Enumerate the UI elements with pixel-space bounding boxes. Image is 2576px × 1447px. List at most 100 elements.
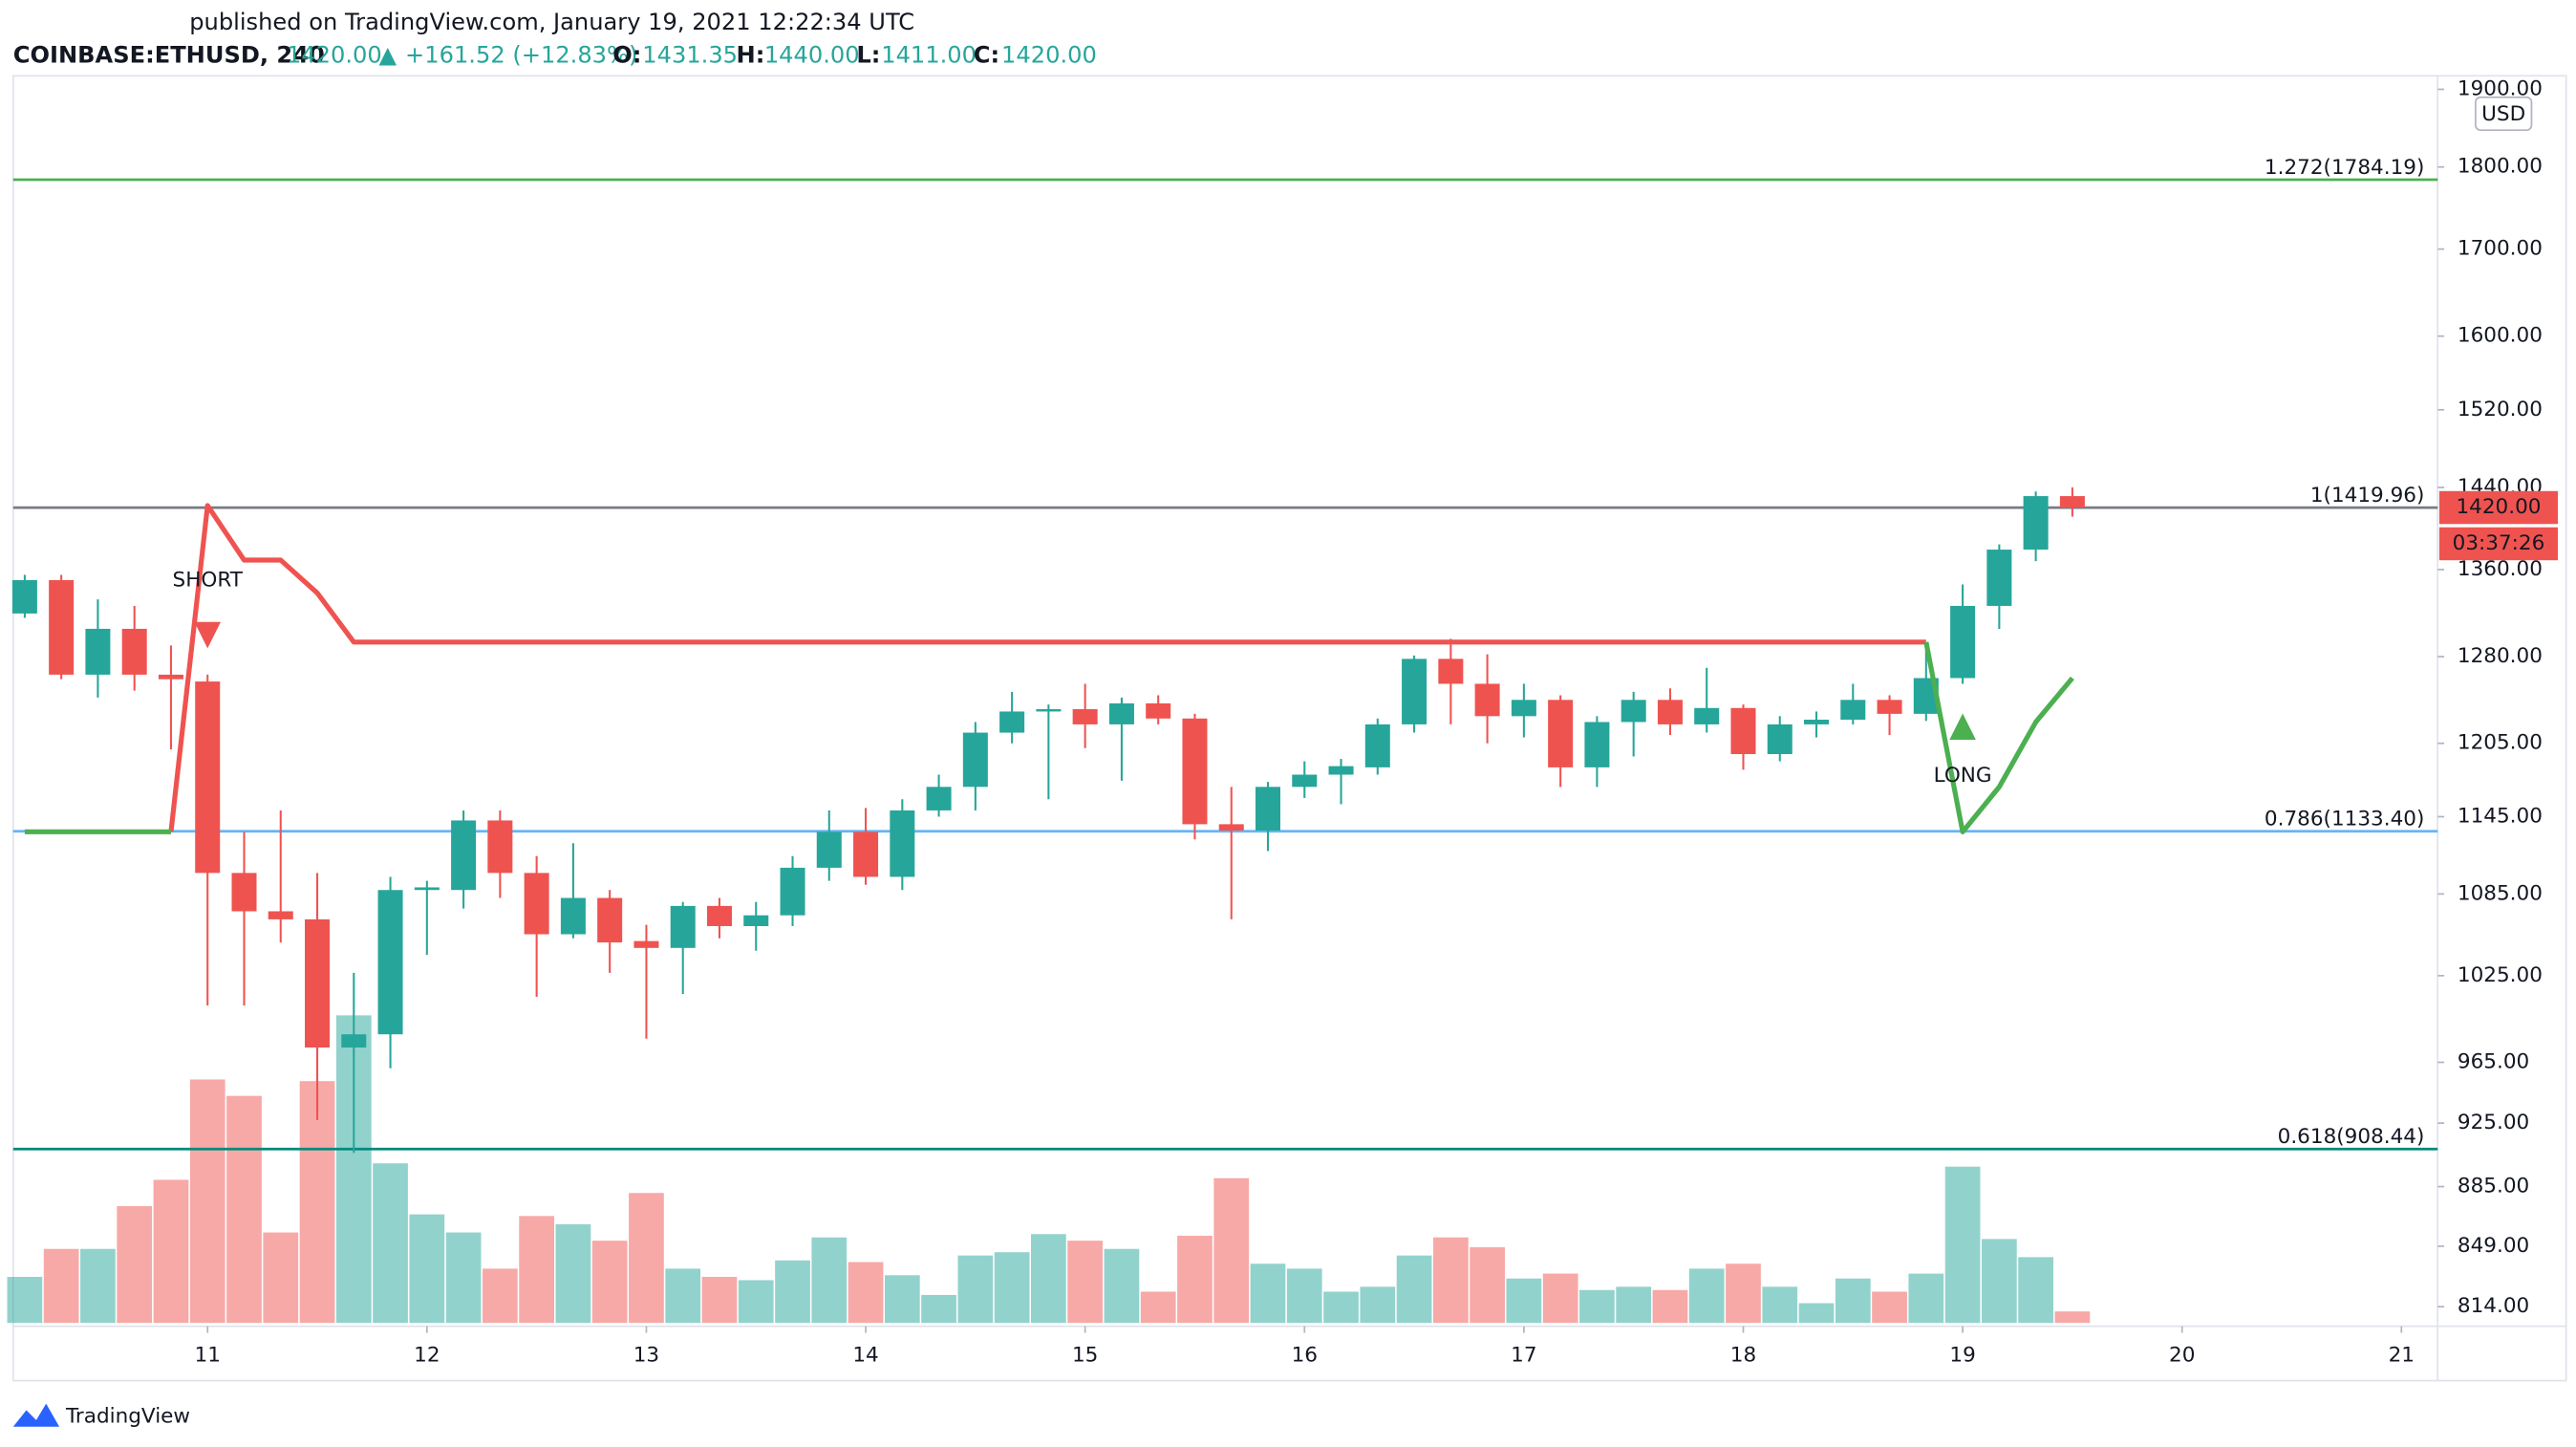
y-tick-label: 1280.00 xyxy=(2458,644,2543,668)
y-tick-label: 1800.00 xyxy=(2458,155,2543,179)
volume-bar xyxy=(263,1232,299,1324)
candle-body xyxy=(487,820,513,874)
x-tick-label: 11 xyxy=(195,1344,221,1368)
volume-bar xyxy=(1762,1286,1798,1324)
volume-bar xyxy=(921,1294,956,1324)
volume-bar xyxy=(811,1237,848,1324)
volume-bar xyxy=(994,1252,1030,1324)
fib-level-label: 1.272(1784.19) xyxy=(2265,156,2424,180)
volume-bar xyxy=(2054,1311,2091,1324)
candle-body xyxy=(377,890,403,1035)
volume-bar xyxy=(1470,1247,1505,1324)
x-tick-label: 19 xyxy=(1949,1344,1975,1368)
candle-body xyxy=(1364,724,1390,767)
volume-bar xyxy=(1396,1255,1432,1324)
y-tick-label: 1025.00 xyxy=(2458,963,2543,987)
candle-body xyxy=(780,867,805,916)
volume-bar xyxy=(445,1232,482,1324)
volume-bar xyxy=(1360,1286,1396,1324)
candle-body xyxy=(1474,683,1500,717)
low-value: 1411.00 xyxy=(881,42,977,69)
volume-bar xyxy=(1652,1289,1688,1324)
candle-body xyxy=(560,897,586,935)
brand-logo: TradingView xyxy=(12,1403,190,1428)
brand-name: TradingView xyxy=(65,1404,190,1428)
y-tick-label: 1600.00 xyxy=(2458,324,2543,348)
candle-body xyxy=(999,711,1025,733)
price-tag-label: 1420.00 xyxy=(2456,495,2541,519)
volume-bar xyxy=(1616,1286,1652,1324)
candle-body xyxy=(341,1034,367,1048)
close-label: C: xyxy=(974,42,999,69)
candle-body xyxy=(1036,709,1062,712)
open-value: 1431.35 xyxy=(642,42,738,69)
x-tick-label: 18 xyxy=(1730,1344,1756,1368)
volume-bar xyxy=(1177,1235,1213,1324)
candle-body xyxy=(926,787,952,810)
volume-bar xyxy=(1872,1291,1907,1324)
candle-body xyxy=(1182,718,1208,825)
y-tick-label: 1205.00 xyxy=(2458,731,2543,755)
x-tick-label: 16 xyxy=(1292,1344,1318,1368)
volume-bar xyxy=(555,1223,591,1324)
candle-body xyxy=(743,915,769,926)
y-tick-label: 1085.00 xyxy=(2458,881,2543,905)
volume-bar xyxy=(1835,1278,1871,1324)
volume-bar xyxy=(43,1248,79,1324)
x-tick-label: 15 xyxy=(1072,1344,1098,1368)
candle-body xyxy=(1840,700,1866,721)
high-label: H: xyxy=(737,42,765,69)
symbol: COINBASE:ETHUSD, 240 xyxy=(13,42,325,69)
signal-arrow xyxy=(194,621,222,649)
y-tick-label: 925.00 xyxy=(2458,1111,2529,1134)
currency-box[interactable] xyxy=(2474,96,2533,132)
chart-frame xyxy=(11,75,2567,1382)
candle-body xyxy=(305,918,331,1048)
candle-body xyxy=(670,905,696,948)
candle-body xyxy=(451,820,477,891)
candle-body xyxy=(1146,702,1171,719)
candle-body xyxy=(268,911,293,919)
candle-body xyxy=(121,628,147,675)
volume-bar xyxy=(1286,1268,1322,1324)
candle-body xyxy=(2023,496,2049,551)
candle-body xyxy=(158,674,183,680)
candle-body xyxy=(1218,824,1244,831)
volume-bar xyxy=(189,1079,225,1324)
published-note: published on TradingView.com, January 19… xyxy=(189,9,914,35)
candle-body xyxy=(1292,774,1318,788)
change-arrow: ▲ xyxy=(378,42,397,69)
candle-body xyxy=(1621,700,1646,723)
volume-bar xyxy=(117,1205,153,1324)
volume-bar xyxy=(1798,1303,1835,1324)
candle-body xyxy=(1694,707,1720,724)
volume-bar xyxy=(1140,1291,1176,1324)
candle-body xyxy=(1108,702,1134,724)
volume-bar xyxy=(1579,1289,1615,1324)
price-tag xyxy=(2438,490,2559,525)
volume-bar xyxy=(1982,1239,2017,1324)
candle-body xyxy=(816,831,842,868)
countdown-label: 03:37:26 xyxy=(2453,531,2545,555)
low-label: L: xyxy=(856,42,880,69)
candle-body xyxy=(49,580,75,675)
volume-bar xyxy=(153,1179,189,1324)
candle-body xyxy=(1950,605,1976,679)
volume-bar xyxy=(848,1262,884,1324)
volume-bar xyxy=(1726,1263,1761,1324)
signal-label: LONG xyxy=(1934,764,1992,788)
volume-bar xyxy=(665,1268,701,1324)
candle-body xyxy=(1072,709,1098,724)
candle-body xyxy=(195,681,221,874)
last-price: 1420.00 xyxy=(287,42,382,69)
candle-body xyxy=(1730,707,1756,755)
candle-body xyxy=(85,628,111,675)
volume-bar xyxy=(1067,1241,1104,1324)
volume-bar xyxy=(1323,1291,1359,1324)
candle-body xyxy=(1986,550,2012,606)
change: +161.52 (+12.83%) xyxy=(405,42,637,69)
volume-bar xyxy=(299,1081,335,1324)
